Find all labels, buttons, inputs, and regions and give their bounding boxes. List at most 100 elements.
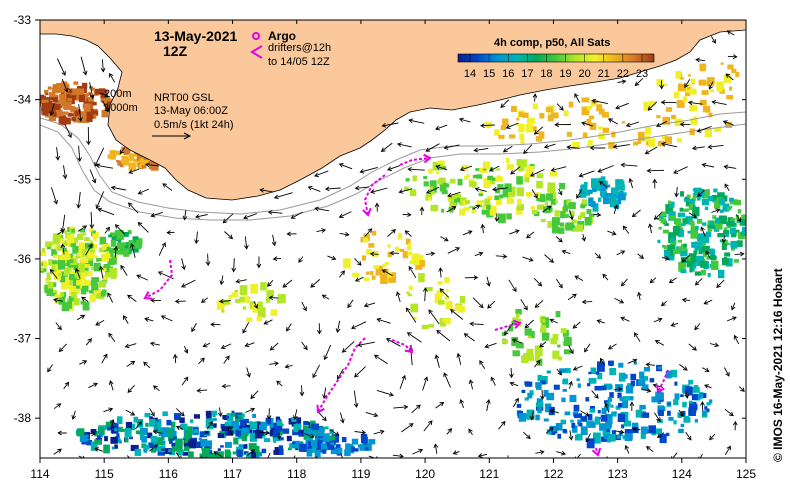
- sst-patch: [618, 413, 626, 422]
- sst-patch: [92, 102, 97, 106]
- sst-patch: [54, 252, 57, 255]
- sst-patch: [495, 177, 503, 182]
- sst-patch: [56, 83, 64, 92]
- sst-patch: [200, 441, 205, 447]
- sst-patch: [66, 94, 70, 98]
- sst-patch: [414, 261, 417, 265]
- sst-patch: [445, 318, 451, 324]
- sst-patch: [299, 434, 303, 437]
- sst-patch: [221, 426, 228, 431]
- sst-patch: [555, 210, 560, 217]
- sst-patch: [680, 208, 683, 212]
- sst-patch: [668, 417, 673, 421]
- sst-patch: [669, 216, 675, 221]
- sst-patch: [538, 375, 542, 381]
- sst-patch: [539, 131, 545, 138]
- sst-patch: [262, 449, 267, 454]
- sst-patch: [619, 397, 623, 401]
- sst-patch: [729, 198, 734, 202]
- sst-patch: [719, 199, 725, 204]
- sst-patch: [112, 447, 115, 450]
- sst-patch: [96, 258, 99, 261]
- sst-patch: [595, 439, 600, 442]
- sst-patch: [102, 289, 107, 295]
- sst-patch: [103, 445, 110, 454]
- sst-patch: [257, 302, 262, 310]
- sst-patch: [116, 160, 119, 163]
- sst-patch: [724, 252, 730, 256]
- sst-patch: [516, 118, 519, 121]
- sst-patch: [706, 402, 710, 405]
- sst-patch: [278, 294, 286, 303]
- sst-patch: [107, 247, 111, 252]
- sst-patch: [605, 424, 611, 429]
- depth-label-1000m: 1000m: [104, 102, 138, 114]
- current-arrow-head: [291, 460, 295, 464]
- sst-patch: [323, 433, 330, 442]
- sst-patch: [544, 419, 549, 422]
- sst-patch: [71, 292, 77, 298]
- sst-patch: [418, 273, 425, 282]
- sst-patch: [71, 113, 74, 116]
- sst-patch: [598, 410, 601, 413]
- sst-patch: [656, 115, 660, 118]
- sst-patch: [359, 444, 365, 451]
- sst-patch: [460, 296, 465, 303]
- sst-patch: [189, 439, 196, 448]
- sst-patch: [213, 423, 217, 428]
- sst-patch: [691, 79, 696, 85]
- sst-patch: [399, 249, 404, 252]
- sst-patch: [218, 448, 221, 450]
- sst-patch: [598, 417, 602, 420]
- sst-patch: [540, 194, 545, 199]
- sst-patch: [545, 201, 548, 205]
- sst-patch: [81, 301, 86, 305]
- sst-patch: [90, 249, 95, 252]
- sst-patch: [465, 200, 470, 204]
- current-arrow: [269, 408, 270, 419]
- sst-patch: [561, 398, 565, 403]
- sst-patch: [639, 372, 644, 379]
- sst-patch: [303, 421, 309, 425]
- sst-patch: [441, 209, 444, 213]
- sst-patch: [129, 162, 136, 170]
- sst-patch: [410, 189, 416, 196]
- sst-patch: [93, 231, 96, 234]
- sst-patch: [578, 383, 581, 387]
- sst-patch: [69, 281, 72, 284]
- sst-patch: [442, 190, 448, 194]
- sst-patch: [395, 247, 399, 251]
- sst-patch: [708, 78, 715, 85]
- sst-patch: [571, 423, 575, 428]
- sst-patch: [370, 271, 373, 275]
- sst-patch: [438, 300, 445, 305]
- sst-patch: [699, 80, 707, 86]
- sst-patch: [275, 447, 279, 452]
- current-arrow: [647, 170, 664, 171]
- sst-patch: [458, 179, 463, 186]
- sst-patch: [469, 206, 472, 208]
- sst-patch: [622, 374, 627, 379]
- sst-patch: [121, 429, 125, 432]
- sst-patch: [551, 112, 559, 118]
- sst-patch: [109, 258, 117, 264]
- sst-patch: [644, 367, 650, 372]
- colorbar-tick-label: 22: [617, 68, 629, 80]
- sst-patch: [689, 401, 693, 404]
- sst-patch: [704, 406, 707, 410]
- colorbar-title: 4h comp, p50, All Sats: [494, 37, 610, 49]
- sst-patch: [372, 231, 376, 236]
- sst-patch: [143, 445, 149, 450]
- sst-patch: [618, 180, 624, 184]
- colorbar-tick-label: 16: [502, 68, 514, 80]
- sst-patch: [89, 290, 94, 293]
- sst-patch: [519, 124, 525, 131]
- sst-patch: [352, 439, 358, 445]
- sst-patch: [261, 422, 267, 431]
- sst-patch: [674, 382, 677, 386]
- sst-patch: [428, 169, 433, 174]
- sst-patch: [446, 289, 449, 291]
- sst-patch: [618, 363, 623, 368]
- sst-patch: [352, 273, 359, 277]
